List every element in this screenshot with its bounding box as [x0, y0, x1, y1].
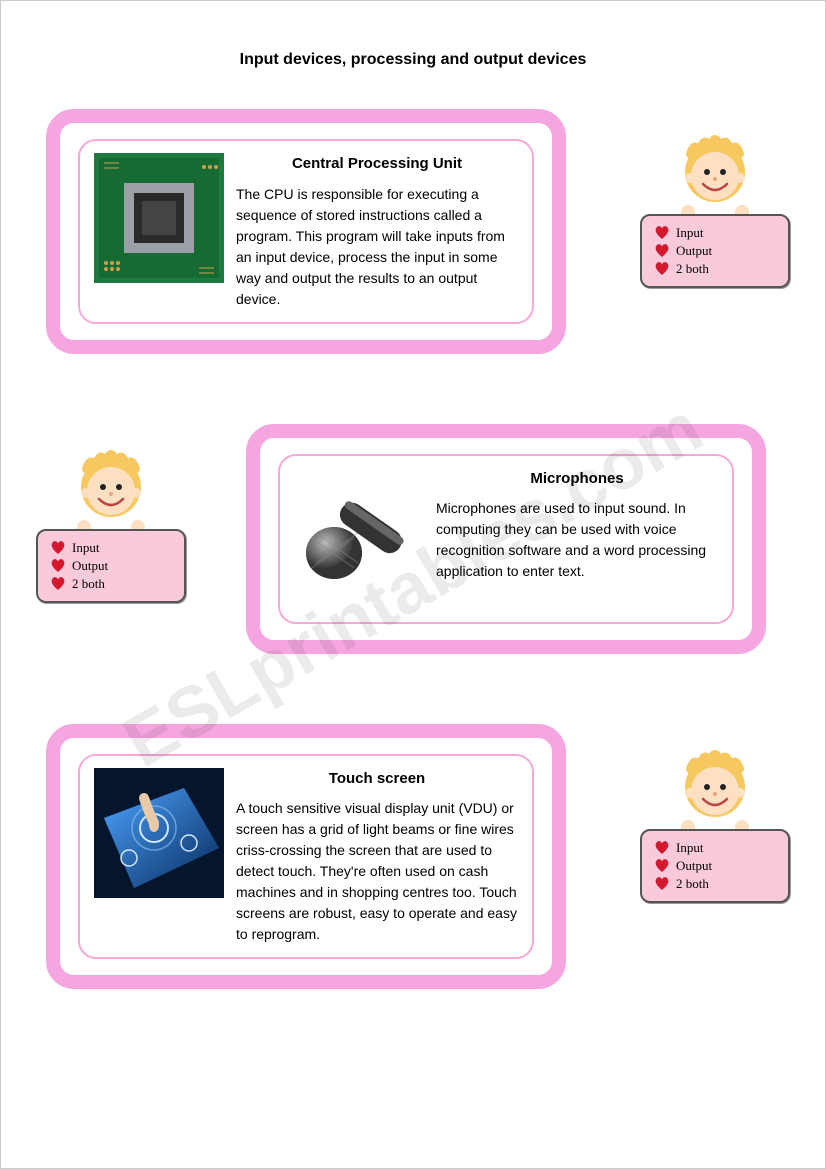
- option-label: Input: [72, 540, 99, 556]
- card-inner: Central Processing Unit The CPU is respon…: [78, 139, 534, 324]
- heart-icon: [654, 261, 670, 277]
- card-body: The CPU is responsible for executing a s…: [236, 184, 518, 310]
- card-body: Microphones are used to input sound. In …: [436, 498, 718, 582]
- option-row[interactable]: 2 both: [50, 575, 174, 593]
- card-text: Microphones Microphones are used to input…: [436, 468, 718, 583]
- option-row[interactable]: 2 both: [654, 875, 778, 893]
- card-inner: Microphones Microphones are used to input…: [278, 454, 734, 624]
- heart-icon: [654, 876, 670, 892]
- options-sign: Input Output 2 both: [640, 214, 790, 288]
- info-card: Central Processing Unit The CPU is respon…: [46, 109, 566, 354]
- option-label: Input: [676, 225, 703, 241]
- choice-badge: Input Output 2 both: [36, 449, 186, 603]
- option-label: Input: [676, 840, 703, 856]
- heart-icon: [50, 558, 66, 574]
- option-row[interactable]: Input: [654, 224, 778, 242]
- heart-icon: [50, 576, 66, 592]
- option-row[interactable]: Output: [50, 557, 174, 575]
- option-row[interactable]: Input: [50, 539, 174, 557]
- option-row[interactable]: Output: [654, 242, 778, 260]
- choice-badge: Input Output 2 both: [640, 749, 790, 903]
- heart-icon: [654, 840, 670, 856]
- options-sign: Input Output 2 both: [36, 529, 186, 603]
- card-title: Central Processing Unit: [236, 153, 518, 176]
- option-row[interactable]: Output: [654, 857, 778, 875]
- option-row[interactable]: 2 both: [654, 260, 778, 278]
- section-0: Central Processing Unit The CPU is respon…: [46, 109, 780, 354]
- option-label: 2 both: [72, 576, 105, 592]
- option-label: Output: [676, 858, 712, 874]
- choice-badge: Input Output 2 both: [640, 134, 790, 288]
- option-label: Output: [72, 558, 108, 574]
- info-card: Touch screen A touch sensitive visual dis…: [46, 724, 566, 990]
- option-label: 2 both: [676, 876, 709, 892]
- card-inner: Touch screen A touch sensitive visual dis…: [78, 754, 534, 960]
- card-body: A touch sensitive visual display unit (V…: [236, 798, 518, 945]
- section-2: Touch screen A touch sensitive visual dis…: [46, 724, 780, 990]
- kid-icon: [670, 749, 760, 839]
- card-title: Microphones: [436, 468, 718, 491]
- page-title: Input devices, processing and output dev…: [46, 51, 780, 69]
- cpu-image: [94, 153, 224, 283]
- option-label: Output: [676, 243, 712, 259]
- info-card: Microphones Microphones are used to input…: [246, 424, 766, 654]
- card-text: Central Processing Unit The CPU is respon…: [236, 153, 518, 310]
- heart-icon: [654, 858, 670, 874]
- heart-icon: [50, 540, 66, 556]
- card-text: Touch screen A touch sensitive visual dis…: [236, 768, 518, 946]
- kid-icon: [670, 134, 760, 224]
- heart-icon: [654, 225, 670, 241]
- options-sign: Input Output 2 both: [640, 829, 790, 903]
- touchscreen-image: [94, 768, 224, 898]
- kid-icon: [66, 449, 156, 539]
- microphone-image: [294, 468, 424, 598]
- option-row[interactable]: Input: [654, 839, 778, 857]
- card-title: Touch screen: [236, 768, 518, 791]
- section-1: Microphones Microphones are used to input…: [46, 424, 780, 654]
- heart-icon: [654, 243, 670, 259]
- option-label: 2 both: [676, 261, 709, 277]
